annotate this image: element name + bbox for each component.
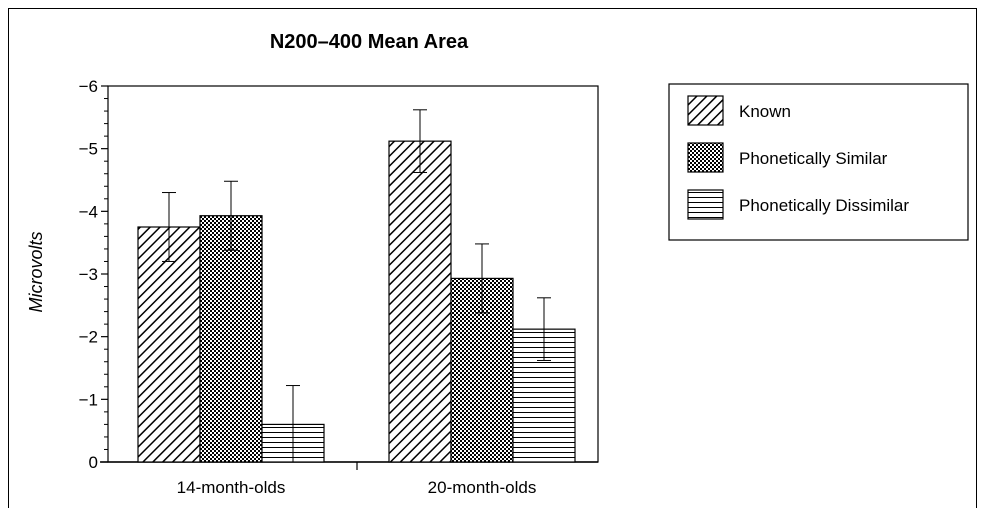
bar-diagonal [388, 140, 452, 463]
legend-swatch-diagonal [687, 95, 724, 126]
y-tick-label: −1 [79, 390, 98, 409]
legend: Known Phonetically Similar Phonetically Di… [668, 83, 969, 241]
legend-label: Phonetically Dissimilar [739, 196, 909, 215]
bar-diagonal [137, 226, 201, 463]
legend-swatch-checker [687, 142, 724, 173]
y-tick-label: −2 [79, 328, 98, 347]
legend-label: Known [739, 102, 791, 121]
y-axis-label: Microvolts [26, 231, 46, 312]
y-tick-label: 0 [89, 453, 98, 472]
y-tick-label: −4 [79, 202, 98, 221]
y-tick-label: −6 [79, 77, 98, 96]
chart-frame [8, 8, 977, 508]
y-tick-label: −3 [79, 265, 98, 284]
bar-checker [199, 215, 263, 463]
x-category-label: 14-month-olds [177, 478, 286, 497]
y-tick-label: −5 [79, 140, 98, 159]
chart-title: N200–400 Mean Area [270, 31, 469, 53]
plot-area: 0 −1 −2 −3 −4 −5 −6 14-month-olds 20-month-olds [79, 77, 599, 497]
legend-label: Phonetically Similar [739, 149, 888, 168]
legend-swatch-horizontal [687, 189, 724, 220]
x-category-label: 20-month-olds [428, 478, 537, 497]
